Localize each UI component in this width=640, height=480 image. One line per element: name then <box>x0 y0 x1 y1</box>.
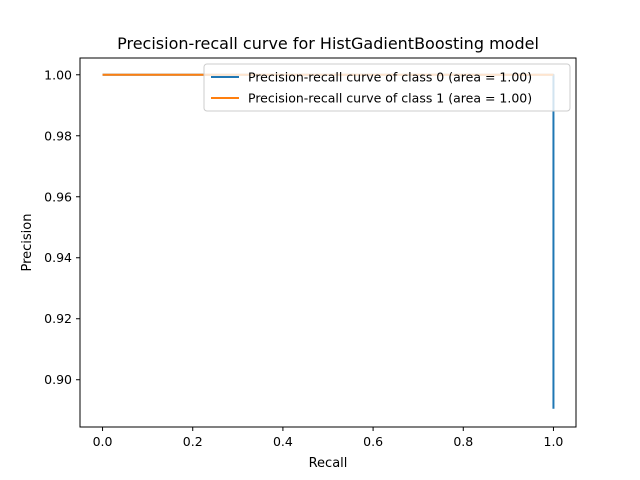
x-tick-label: 0.8 <box>453 434 473 449</box>
x-axis-label: Recall <box>309 456 348 471</box>
axes-border <box>79 57 577 428</box>
y-tick-label: 1.00 <box>44 67 72 82</box>
x-tick-label: 1.0 <box>544 434 564 449</box>
legend-box <box>203 63 571 112</box>
plot-area <box>80 58 576 427</box>
legend-label-class-0: Precision-recall curve of class 0 (area … <box>248 70 532 85</box>
plot-background <box>80 58 576 427</box>
y-tick-label: 0.94 <box>44 250 72 265</box>
y-tick-label: 0.90 <box>44 372 72 387</box>
legend-label-class-1: Precision-recall curve of class 1 (area … <box>248 91 532 106</box>
y-tick-label: 0.98 <box>44 128 72 143</box>
y-tick-label: 0.92 <box>44 311 72 326</box>
y-axis-label: Precision <box>20 213 35 271</box>
x-tick-label: 0.4 <box>273 434 293 449</box>
x-tick-label: 0.0 <box>93 434 113 449</box>
legend: Precision-recall curve of class 0 (area … <box>203 63 571 112</box>
x-axis: 0.0 0.2 0.4 0.6 0.8 1.0 <box>93 427 564 449</box>
chart-title: Precision-recall curve for HistGadientBo… <box>117 34 539 53</box>
y-axis: 0.90 0.92 0.94 0.96 0.98 1.00 <box>44 67 80 387</box>
y-tick-label: 0.96 <box>44 189 72 204</box>
x-tick-label: 0.2 <box>183 434 203 449</box>
x-tick-label: 0.6 <box>363 434 383 449</box>
